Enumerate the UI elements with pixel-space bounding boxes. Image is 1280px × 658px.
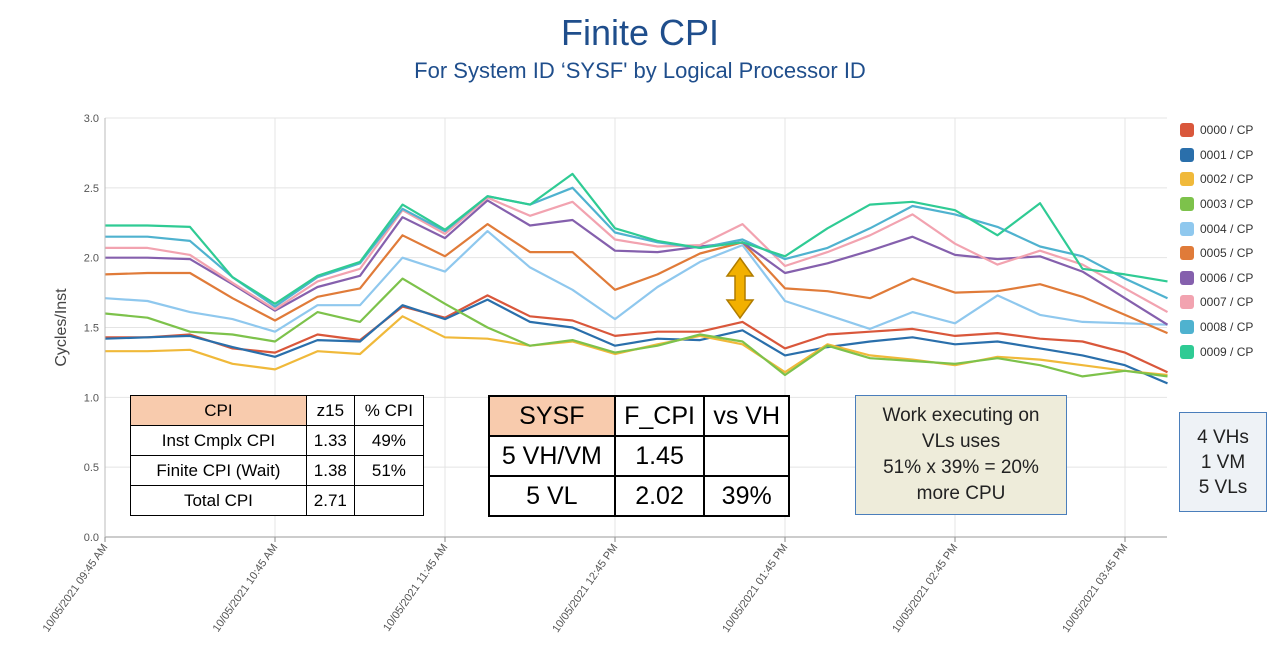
legend-label: 0005 / CP xyxy=(1200,246,1254,261)
series-line-0006 xyxy=(105,199,1169,326)
table-header-row: CPI z15 % CPI xyxy=(130,395,425,426)
table-cell: 1.38 xyxy=(305,455,355,486)
series-line-0000 xyxy=(105,294,1168,374)
legend-swatch xyxy=(1180,123,1194,138)
config-line: 4 VHs xyxy=(1197,426,1249,448)
y-tick-label: 2.5 xyxy=(84,183,99,195)
legend-label: 0006 / CP xyxy=(1200,270,1254,285)
config-line: 5 VLs xyxy=(1198,476,1248,498)
legend-item[interactable]: 0003 / CP xyxy=(1180,192,1253,217)
cpi-breakdown-table: CPI z15 % CPI Inst Cmplx CPI 1.33 49% Fi… xyxy=(130,395,425,516)
series-line-0001 xyxy=(104,298,1168,385)
sysf-comparison-table: SYSF F_CPI vs VH 5 VH/VM 1.45 5 VL 2.02 … xyxy=(488,395,790,517)
table-cell: 49% xyxy=(353,425,425,456)
legend-item[interactable]: 0000 / CP xyxy=(1180,118,1253,143)
table-cell: 51% xyxy=(353,455,425,486)
note-line: more CPU xyxy=(916,483,1006,504)
legend-item[interactable]: 0005 / CP xyxy=(1180,241,1253,266)
x-tick-label: 10/05/2021 10:45 AM xyxy=(211,542,281,635)
x-tick-label: 10/05/2021 03:45 PM xyxy=(1060,542,1130,635)
table-header-cell: SYSF xyxy=(488,395,616,437)
legend-swatch xyxy=(1180,147,1194,162)
legend-item[interactable]: 0009 / CP xyxy=(1180,339,1253,364)
legend-item[interactable]: 0008 / CP xyxy=(1180,315,1253,340)
table-header-cell: vs VH xyxy=(703,395,790,437)
series-line-0009 xyxy=(105,172,1168,305)
table-cell: Total CPI xyxy=(130,485,307,516)
note-line: Work executing on xyxy=(882,405,1040,426)
legend-swatch xyxy=(1180,270,1194,285)
x-tick-label: 10/05/2021 09:45 AM xyxy=(41,542,111,635)
legend-swatch xyxy=(1180,295,1194,310)
table-row: Inst Cmplx CPI 1.33 49% xyxy=(130,425,425,456)
table-header-cell: % CPI xyxy=(353,395,425,426)
legend-label: 0002 / CP xyxy=(1200,172,1254,187)
y-tick-label: 2.0 xyxy=(84,253,99,265)
double-arrow-icon xyxy=(725,256,755,320)
legend-item[interactable]: 0004 / CP xyxy=(1180,216,1253,241)
table-row: 5 VL 2.02 39% xyxy=(488,475,790,517)
legend-swatch xyxy=(1180,246,1194,261)
legend-item[interactable]: 0001 / CP xyxy=(1180,143,1253,168)
y-axis-label: Cycles/Inst xyxy=(53,288,70,367)
x-tick-label: 10/05/2021 01:45 PM xyxy=(720,542,790,635)
y-tick-label: 0.0 xyxy=(84,532,99,544)
y-tick-label: 1.5 xyxy=(84,323,99,335)
legend-label: 0003 / CP xyxy=(1200,197,1254,212)
series-line-0004 xyxy=(104,230,1168,333)
table-cell: 39% xyxy=(703,475,790,517)
series-line-0005 xyxy=(104,223,1168,335)
legend-item[interactable]: 0006 / CP xyxy=(1180,266,1253,291)
note-line: VLs uses xyxy=(921,431,1001,452)
legend-label: 0000 / CP xyxy=(1200,123,1254,138)
cpu-usage-note: Work executing on VLs uses 51% x 39% = 2… xyxy=(855,395,1067,515)
series-line-0008 xyxy=(105,186,1168,308)
legend-label: 0001 / CP xyxy=(1200,147,1254,162)
table-cell: 5 VH/VM xyxy=(488,435,616,477)
x-tick-label: 10/05/2021 02:45 PM xyxy=(890,542,960,635)
table-cell: Inst Cmplx CPI xyxy=(130,425,307,456)
table-row: Finite CPI (Wait) 1.38 51% xyxy=(130,455,425,486)
legend-swatch xyxy=(1180,197,1194,212)
y-tick-label: 1.0 xyxy=(84,392,99,404)
x-tick-label: 10/05/2021 11:45 AM xyxy=(381,542,450,634)
series-line-0002 xyxy=(105,315,1168,377)
legend-label: 0004 / CP xyxy=(1200,221,1254,236)
series-line-0003 xyxy=(104,277,1168,378)
y-tick-label: 3.0 xyxy=(84,113,99,125)
legend-item[interactable]: 0002 / CP xyxy=(1180,167,1253,192)
chart-subtitle: For System ID ‘SYSF' by Logical Processo… xyxy=(414,58,866,83)
table-cell: 2.71 xyxy=(305,485,355,516)
table-cell: 1.45 xyxy=(613,435,706,477)
processor-config-box: 4 VHs 1 VM 5 VLs xyxy=(1179,412,1267,512)
legend-label: 0007 / CP xyxy=(1200,295,1254,310)
table-header-cell: F_CPI xyxy=(613,395,706,437)
table-header-cell: CPI xyxy=(130,395,307,426)
table-cell xyxy=(703,435,790,477)
table-cell: 2.02 xyxy=(613,475,706,517)
series-line-0007 xyxy=(105,196,1169,314)
legend-swatch xyxy=(1180,320,1194,335)
table-header-row: SYSF F_CPI vs VH xyxy=(488,395,790,437)
table-header-cell: z15 xyxy=(305,395,355,426)
table-row: 5 VH/VM 1.45 xyxy=(488,435,790,477)
legend-swatch xyxy=(1180,172,1194,187)
table-row: Total CPI 2.71 xyxy=(130,485,425,516)
y-tick-label: 0.5 xyxy=(84,462,99,474)
table-cell xyxy=(353,485,425,516)
table-cell: 1.33 xyxy=(305,425,355,456)
legend-swatch xyxy=(1180,344,1194,359)
config-line: 1 VM xyxy=(1200,451,1246,473)
chart-title: Finite CPI xyxy=(560,12,720,53)
legend-item[interactable]: 0007 / CP xyxy=(1180,290,1253,315)
legend-label: 0008 / CP xyxy=(1200,320,1254,335)
chart-legend: 0000 / CP 0001 / CP 0002 / CP 0003 / CP 0004… xyxy=(1180,118,1253,364)
x-tick-label: 10/05/2021 12:45 PM xyxy=(550,542,620,635)
table-cell: Finite CPI (Wait) xyxy=(130,455,307,486)
table-cell: 5 VL xyxy=(488,475,616,517)
legend-label: 0009 / CP xyxy=(1200,344,1254,359)
legend-swatch xyxy=(1180,221,1194,236)
note-line: 51% x 39% = 20% xyxy=(883,457,1039,478)
